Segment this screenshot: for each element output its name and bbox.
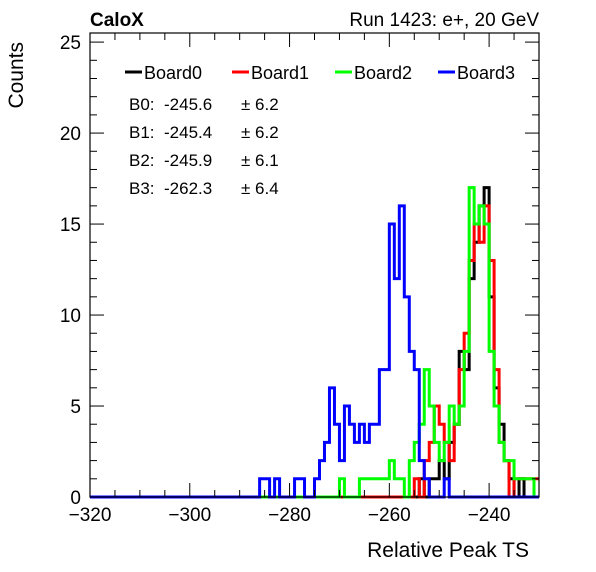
stat-row: B2: -245.9 ± 6.1 (129, 151, 279, 170)
histogram-bin (374, 424, 379, 497)
y-tick-label: 15 (60, 215, 81, 236)
stat-label: B2: (129, 151, 155, 170)
histogram-bin (474, 242, 479, 497)
experiment-label: CaloX (90, 10, 144, 31)
y-axis-label: Counts (5, 42, 28, 109)
histogram-bin (364, 442, 369, 497)
stat-uncertainty: ± 6.2 (241, 123, 279, 142)
histogram-bin (479, 206, 484, 497)
series-outline (90, 204, 539, 499)
legend-label: Board3 (457, 63, 515, 83)
histogram-bin (479, 206, 484, 497)
y-tick-label: 20 (60, 124, 81, 145)
stat-mean: -245.9 (164, 151, 212, 170)
series-board2 (90, 186, 539, 499)
stat-label: B1: (129, 123, 155, 142)
histogram-bin (434, 479, 439, 497)
x-tick-label: −300 (168, 505, 211, 526)
plot-frame (89, 32, 540, 498)
histogram-bin (369, 479, 374, 497)
series-board0 (90, 186, 539, 499)
legend-label: Board1 (251, 63, 309, 83)
series-board3 (90, 204, 539, 499)
stats-box: B0: -245.6 ± 6.2 B1: -245.4 ± 6.2 B2: -245.9 ± 6… (129, 95, 279, 198)
x-tick-label: −280 (268, 505, 311, 526)
legend-item-board1: Board1 (232, 63, 309, 83)
legend-item-board2: Board2 (335, 63, 412, 83)
y-tick-label: 10 (60, 306, 81, 327)
histogram-bin (479, 242, 484, 497)
series-board1 (90, 204, 539, 499)
histogram-bin (394, 479, 399, 497)
axis-ticks: −320 −300 −280 −260 −240 0 5 10 15 20 25 (60, 33, 540, 526)
stat-uncertainty: ± 6.2 (241, 95, 279, 114)
y-tick-label: 5 (70, 397, 81, 418)
stat-label: B0: (129, 95, 155, 114)
histogram-bin (384, 479, 389, 497)
stat-row: B1: -245.4 ± 6.2 (129, 123, 279, 142)
legend-label: Board0 (144, 63, 202, 83)
legend-label: Board2 (354, 63, 412, 83)
run-info-label: Run 1423: e+, 20 GeV (349, 10, 539, 31)
stat-mean: -245.6 (164, 95, 212, 114)
legend-item-board0: Board0 (125, 63, 202, 83)
x-tick-label: −260 (368, 505, 411, 526)
stat-row: B3: -262.3 ± 6.4 (129, 179, 279, 198)
x-axis-label: Relative Peak TS (367, 539, 529, 562)
series-outline (90, 186, 539, 499)
legend: Board0 Board1 Board2 Board3 (125, 63, 515, 83)
y-tick-label: 25 (60, 33, 81, 54)
series-outline (90, 186, 539, 499)
histogram-bin (374, 479, 379, 497)
y-tick-label: 0 (70, 488, 81, 509)
histogram-bin (379, 479, 384, 497)
stat-uncertainty: ± 6.4 (241, 179, 279, 198)
stat-uncertainty: ± 6.1 (241, 151, 279, 170)
series-outline (90, 204, 539, 499)
histogram-series-layer (90, 186, 539, 499)
x-tick-label: −240 (468, 505, 511, 526)
stat-label: B3: (129, 179, 155, 198)
stat-row: B0: -245.6 ± 6.2 (129, 95, 279, 114)
legend-item-board3: Board3 (438, 63, 515, 83)
stat-mean: -245.4 (164, 123, 212, 142)
stat-mean: -262.3 (164, 179, 212, 198)
x-tick-label: −320 (69, 505, 112, 526)
histogram-bin (364, 479, 369, 497)
